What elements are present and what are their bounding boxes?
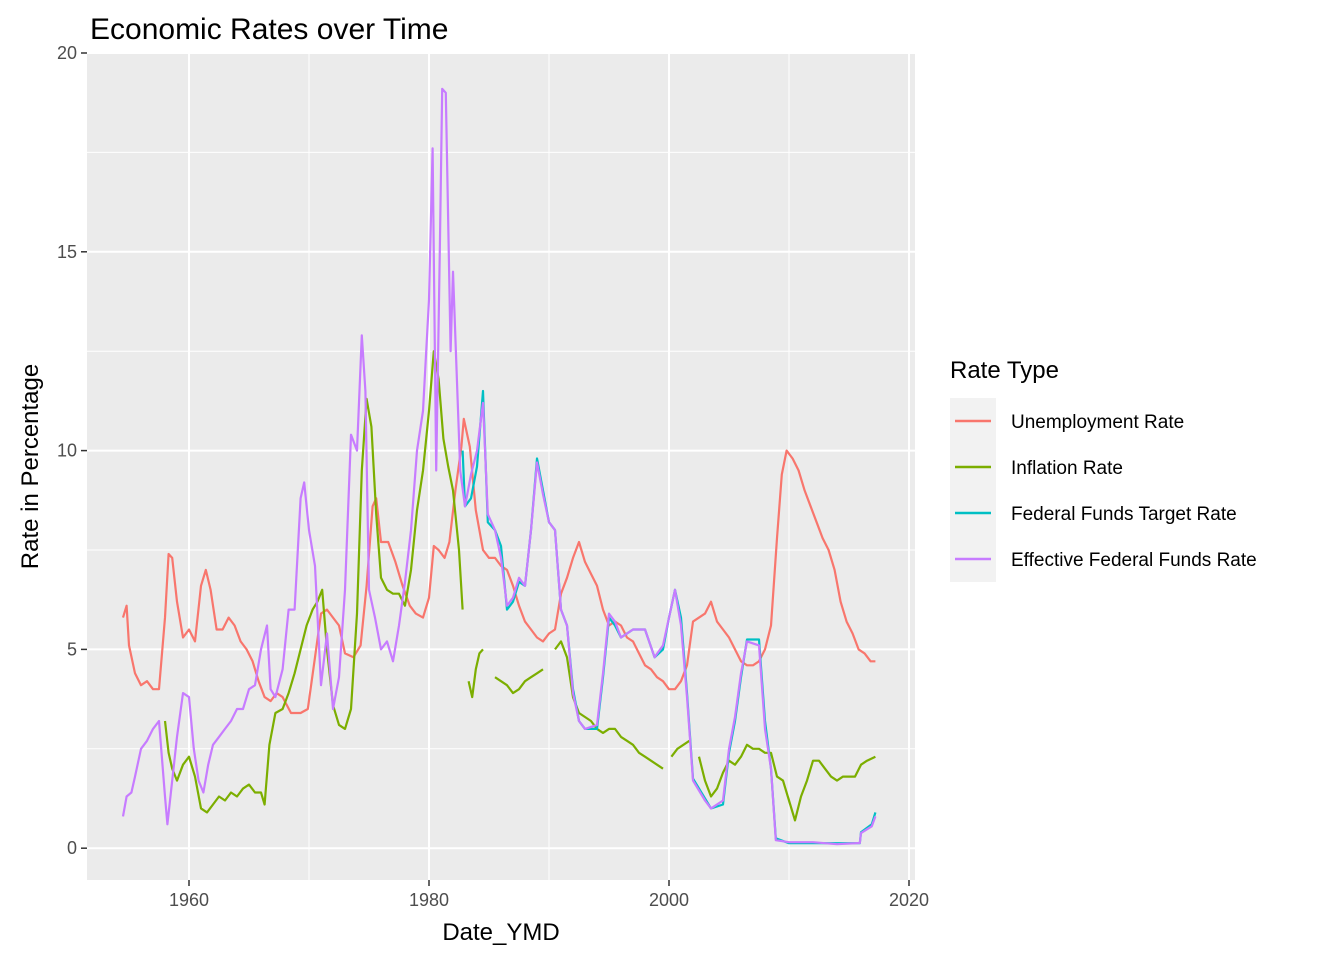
grid-major bbox=[87, 52, 915, 880]
x-tick-label: 2000 bbox=[649, 890, 689, 910]
series-line-unemployment-rate bbox=[121, 417, 876, 715]
y-tick-label: 0 bbox=[67, 838, 77, 858]
series-line-inflation-rate bbox=[494, 668, 544, 695]
legend-label-unemployment-rate: Unemployment Rate bbox=[1011, 412, 1184, 433]
legend-label-federal-funds-target-rate: Federal Funds Target Rate bbox=[1011, 504, 1237, 525]
plot-panel bbox=[87, 53, 915, 880]
series-line-inflation-rate bbox=[670, 739, 691, 758]
x-tick-label: 2020 bbox=[889, 890, 929, 910]
y-tick-label: 5 bbox=[67, 639, 77, 659]
y-tick-label: 15 bbox=[57, 242, 77, 262]
legend-label-inflation-rate: Inflation Rate bbox=[1011, 458, 1123, 479]
legend-label-effective-federal-funds-rate: Effective Federal Funds Rate bbox=[1011, 550, 1257, 571]
series-line-effective-federal-funds-rate bbox=[121, 87, 877, 846]
y-axis: 0 5 10 15 20 bbox=[57, 43, 87, 858]
series-line-inflation-rate bbox=[467, 648, 484, 699]
x-axis-title: Date_YMD bbox=[442, 919, 559, 946]
y-axis-title: Rate in Percentage bbox=[17, 364, 44, 569]
legend: Rate Type Unemployment Rate Inflation Rat… bbox=[950, 357, 1257, 582]
series-layer bbox=[121, 87, 877, 846]
x-axis: 1960 1980 2000 2020 bbox=[169, 880, 929, 910]
x-tick-label: 1980 bbox=[409, 890, 449, 910]
grid-minor bbox=[87, 53, 915, 880]
chart-title: Economic Rates over Time bbox=[90, 13, 448, 46]
y-tick-label: 10 bbox=[57, 441, 77, 461]
x-tick-label: 1960 bbox=[169, 890, 209, 910]
legend-title: Rate Type bbox=[950, 357, 1059, 384]
y-tick-label: 20 bbox=[57, 43, 77, 63]
legend-items: Unemployment Rate Inflation Rate Federal F… bbox=[950, 398, 1257, 582]
